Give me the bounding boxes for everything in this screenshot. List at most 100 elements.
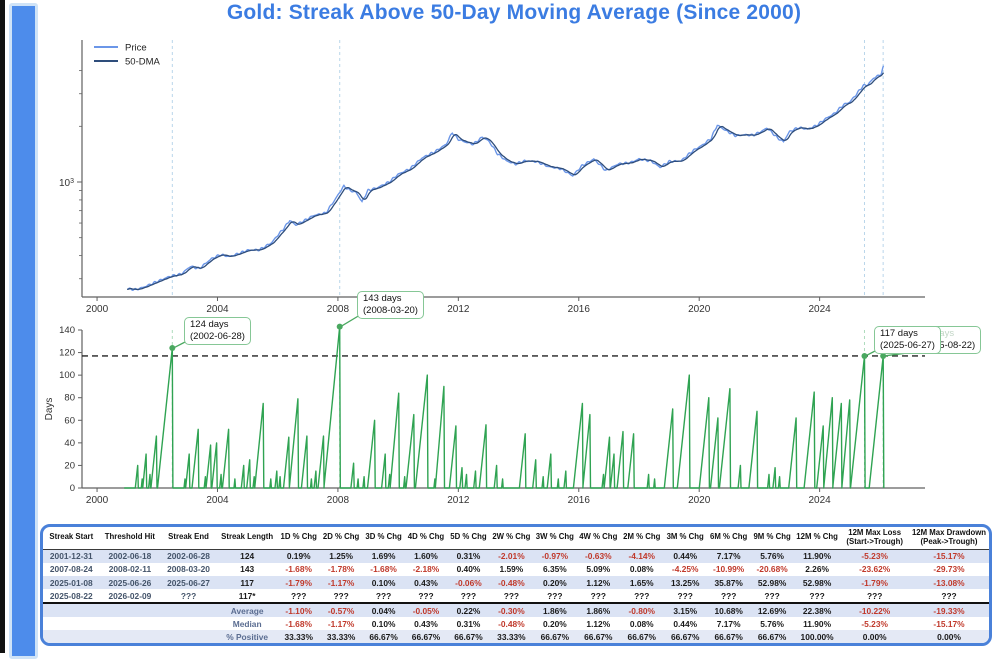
legend-dma: 50-DMA bbox=[125, 57, 161, 68]
table-cell: 7.17% bbox=[707, 617, 750, 630]
svg-text:140: 140 bbox=[59, 325, 75, 336]
table-cell: 52.98% bbox=[794, 576, 840, 589]
table-cell: 22.38% bbox=[794, 603, 840, 617]
table-cell: ??? bbox=[663, 589, 706, 603]
page-title: Gold: Streak Above 50-Day Moving Average… bbox=[40, 1, 988, 25]
column-header: 6M % Chg bbox=[707, 527, 750, 549]
table-cell: ??? bbox=[533, 589, 576, 603]
scrollbar-rail[interactable] bbox=[9, 3, 38, 659]
table-cell: 0.00% bbox=[840, 630, 909, 643]
svg-text:2020: 2020 bbox=[688, 304, 711, 315]
table-cell: 0.08% bbox=[620, 617, 663, 630]
table-cell: 0.10% bbox=[362, 617, 404, 630]
table-cell: ??? bbox=[277, 589, 319, 603]
table-cell: 2025-08-22 bbox=[43, 589, 100, 603]
table-cell: -1.68% bbox=[277, 617, 319, 630]
table-cell: -1.79% bbox=[277, 576, 319, 589]
table-cell: 124 bbox=[217, 549, 278, 563]
price-line bbox=[127, 66, 883, 291]
table-cell: 0.00% bbox=[909, 630, 989, 643]
table-cell: 1.86% bbox=[533, 603, 576, 617]
table-cell: -0.06% bbox=[447, 576, 489, 589]
table-cell: 100.00% bbox=[794, 630, 840, 643]
table-cell: 66.67% bbox=[750, 630, 793, 643]
table-cell: ??? bbox=[160, 589, 217, 603]
table-cell: 7.17% bbox=[707, 549, 750, 563]
annotation-streak-2008: 143 days(2008-03-20) bbox=[357, 291, 424, 319]
table-cell: ??? bbox=[620, 589, 663, 603]
table-cell: 0.08% bbox=[620, 563, 663, 576]
annotation-streak-2002: 124 days(2002-06-28) bbox=[184, 317, 251, 345]
column-header: 4W % Chg bbox=[577, 527, 620, 549]
table-cell: -0.80% bbox=[620, 603, 663, 617]
svg-text:60: 60 bbox=[64, 415, 75, 426]
table-cell: % Positive bbox=[217, 630, 278, 643]
svg-text:2000: 2000 bbox=[86, 495, 109, 506]
table-cell: -4.25% bbox=[663, 563, 706, 576]
column-header: Streak Start bbox=[43, 527, 100, 549]
column-header: 9M % Chg bbox=[750, 527, 793, 549]
table-cell: 1.25% bbox=[320, 549, 362, 563]
table-cell: -23.62% bbox=[840, 563, 909, 576]
column-header: 12M Max Drawdown (Peak->Trough) bbox=[909, 527, 989, 549]
svg-text:100: 100 bbox=[59, 370, 75, 381]
days-ylabel: Days bbox=[44, 398, 55, 421]
svg-text:2000: 2000 bbox=[86, 304, 109, 315]
table-cell: ??? bbox=[750, 589, 793, 603]
table-cell: 2007-08-24 bbox=[43, 563, 100, 576]
table-cell: 1.65% bbox=[620, 576, 663, 589]
table-cell: 1.69% bbox=[362, 549, 404, 563]
svg-text:2024: 2024 bbox=[809, 495, 832, 506]
svg-text:80: 80 bbox=[64, 393, 75, 404]
table-cell: 2001-12-31 bbox=[43, 549, 100, 563]
table-cell bbox=[43, 617, 100, 630]
svg-text:0: 0 bbox=[70, 483, 75, 494]
table-cell bbox=[160, 603, 217, 617]
table-cell: 66.67% bbox=[620, 630, 663, 643]
table-cell: 0.43% bbox=[405, 576, 447, 589]
table-cell: 117 bbox=[217, 576, 278, 589]
table-cell: -15.17% bbox=[909, 617, 989, 630]
table-cell bbox=[43, 603, 100, 617]
column-header: Streak Length bbox=[217, 527, 278, 549]
table-cell: 0.20% bbox=[533, 617, 576, 630]
streak-peak-dot bbox=[169, 345, 175, 351]
table-cell: 1.86% bbox=[577, 603, 620, 617]
table-cell: -29.73% bbox=[909, 563, 989, 576]
table-cell: 2025-01-08 bbox=[43, 576, 100, 589]
table-cell: -1.17% bbox=[320, 617, 362, 630]
svg-text:2012: 2012 bbox=[447, 495, 470, 506]
table-cell: ??? bbox=[794, 589, 840, 603]
table-cell: 5.09% bbox=[577, 563, 620, 576]
streak-peak-dot bbox=[861, 353, 867, 359]
table-cell: -0.48% bbox=[490, 617, 533, 630]
table-cell: 0.43% bbox=[405, 617, 447, 630]
table-cell: 66.67% bbox=[533, 630, 576, 643]
table-cell: 1.12% bbox=[577, 617, 620, 630]
table-cell: 66.67% bbox=[405, 630, 447, 643]
table-cell: -2.01% bbox=[490, 549, 533, 563]
table-cell: 33.33% bbox=[320, 630, 362, 643]
table-cell: 66.67% bbox=[577, 630, 620, 643]
table-cell: -1.68% bbox=[277, 563, 319, 576]
table-cell: 12.69% bbox=[750, 603, 793, 617]
column-header: 1D % Chg bbox=[277, 527, 319, 549]
table-cell: 3.15% bbox=[663, 603, 706, 617]
table-cell: 0.44% bbox=[663, 617, 706, 630]
table-cell: 11.90% bbox=[794, 617, 840, 630]
streak-peak-dot bbox=[337, 324, 343, 330]
svg-text:20: 20 bbox=[64, 460, 75, 471]
table-cell: 11.90% bbox=[794, 549, 840, 563]
table-cell: -1.78% bbox=[320, 563, 362, 576]
table-cell: -0.48% bbox=[490, 576, 533, 589]
table-cell: Median bbox=[217, 617, 278, 630]
column-header: 12M Max Loss (Start->Trough) bbox=[840, 527, 909, 549]
svg-text:2008: 2008 bbox=[327, 495, 350, 506]
table-cell: ??? bbox=[707, 589, 750, 603]
table-cell: ??? bbox=[362, 589, 404, 603]
table-cell: 0.19% bbox=[277, 549, 319, 563]
table-cell: ??? bbox=[840, 589, 909, 603]
column-header: 3M % Chg bbox=[663, 527, 706, 549]
column-header: 3D % Chg bbox=[362, 527, 404, 549]
table-cell: -1.10% bbox=[277, 603, 319, 617]
